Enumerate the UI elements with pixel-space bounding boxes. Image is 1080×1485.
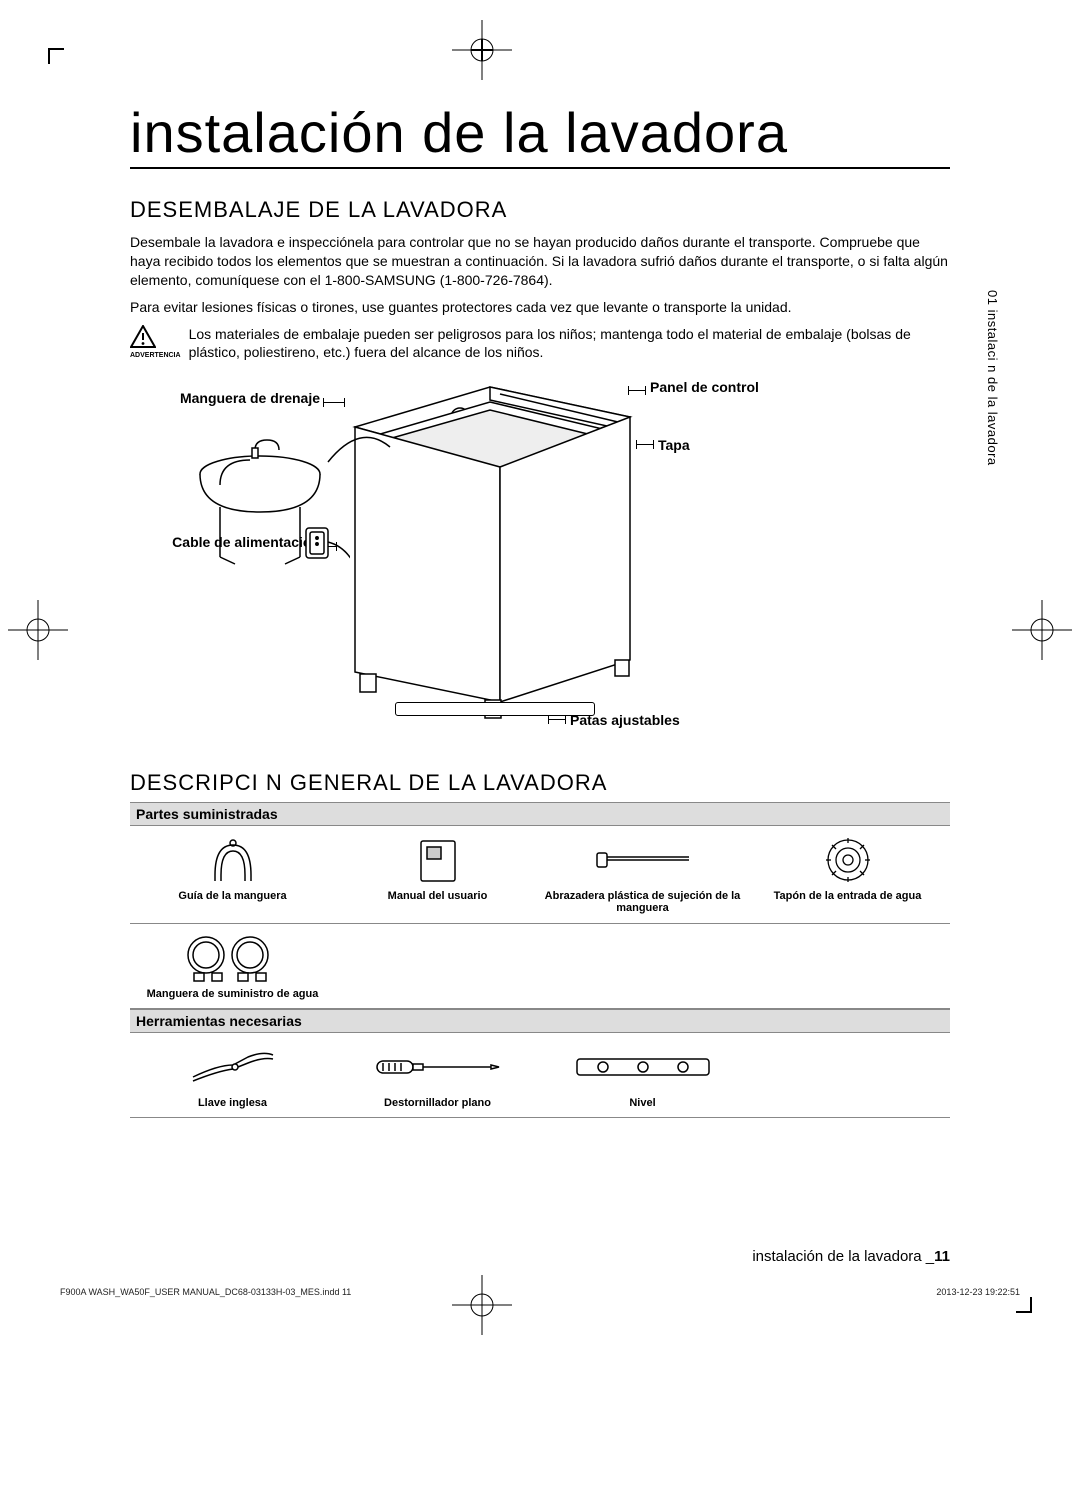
- part-user-manual: Manual del usuario: [335, 826, 540, 922]
- paragraph: Para evitar lesiones físicas o tirones, …: [130, 298, 950, 317]
- registration-mark-right: [1012, 600, 1072, 660]
- supplied-parts-row-1: Guía de la manguera Manual del usuario A…: [130, 826, 950, 923]
- part-label: Guía de la manguera: [134, 890, 331, 902]
- level-icon: [544, 1039, 741, 1095]
- hose-guide-icon: [134, 832, 331, 888]
- band-supplied-parts: Partes suministradas: [130, 802, 950, 826]
- crop-mark-icon: [48, 48, 64, 64]
- label-control-panel: Panel de control: [650, 379, 759, 395]
- footer-text: instalación de la lavadora _: [752, 1248, 934, 1265]
- part-inlet-cap: Tapón de la entrada de agua: [745, 826, 950, 922]
- tool-screwdriver: Destornillador plano: [335, 1033, 540, 1117]
- tool-label: Llave inglesa: [134, 1097, 331, 1109]
- tool-label: Nivel: [544, 1097, 741, 1109]
- supply-hose-icon: [134, 930, 331, 986]
- warning-label: ADVERTENCIA: [130, 352, 181, 359]
- plug-illustration: [300, 522, 340, 562]
- tool-label: Destornillador plano: [339, 1097, 536, 1109]
- screwdriver-icon: [339, 1039, 536, 1095]
- part-label: Abrazadera plástica de sujeción de la ma…: [544, 890, 741, 914]
- label-lid: Tapa: [658, 437, 690, 453]
- warning-icon: ADVERTENCIA: [130, 325, 181, 359]
- print-footer-right: 2013-12-23 19:22:51: [936, 1287, 1020, 1297]
- part-supply-hose: Manguera de suministro de agua: [130, 924, 335, 1008]
- page-content: instalación de la lavadora DESEMBALAJE D…: [130, 100, 950, 1118]
- pliers-icon: [134, 1039, 331, 1095]
- washer-diagram: Manguera de drenaje Cable de alimentació…: [130, 372, 950, 752]
- part-hose-guide: Guía de la manguera: [130, 826, 335, 922]
- part-label: Manguera de suministro de agua: [134, 988, 331, 1000]
- band-tools: Herramientas necesarias: [130, 1009, 950, 1033]
- footer-page-number: 11: [934, 1248, 950, 1265]
- section-heading-unpack: DESEMBALAJE DE LA LAVADORA: [130, 197, 950, 223]
- page-footer: instalación de la lavadora _11: [752, 1248, 950, 1265]
- part-tie-clamp: Abrazadera plástica de sujeción de la ma…: [540, 826, 745, 922]
- tool-level: Nivel: [540, 1033, 745, 1117]
- paragraph: Desembale la lavadora e inspecciónela pa…: [130, 233, 950, 290]
- registration-mark-top: [452, 20, 512, 80]
- side-tab: 01 instalaci n de la lavadora: [985, 290, 1000, 466]
- print-footer-left: F900A WASH_WA50F_USER MANUAL_DC68-03133H…: [60, 1287, 351, 1297]
- inlet-cap-icon: [749, 832, 946, 888]
- page-title: instalación de la lavadora: [130, 100, 950, 169]
- tools-row: Llave inglesa Destornillador plano: [130, 1033, 950, 1118]
- foot-bar-illustration: [395, 702, 595, 716]
- label-drain-hose: Manguera de drenaje: [150, 390, 320, 406]
- warning-block: ADVERTENCIA Los materiales de embalaje p…: [130, 325, 950, 363]
- tool-pliers: Llave inglesa: [130, 1033, 335, 1117]
- warning-text: Los materiales de embalaje pueden ser pe…: [189, 325, 950, 363]
- part-label: Tapón de la entrada de agua: [749, 890, 946, 902]
- manual-icon: [339, 832, 536, 888]
- registration-mark-bottom: [452, 1275, 512, 1335]
- part-label: Manual del usuario: [339, 890, 536, 902]
- supplied-parts-row-2: Manguera de suministro de agua: [130, 924, 950, 1009]
- crop-mark-icon: [1016, 1297, 1032, 1313]
- tie-clamp-icon: [544, 832, 741, 888]
- washer-illustration: [340, 382, 640, 712]
- section-heading-overview: DESCRIPCI N GENERAL DE LA LAVADORA: [130, 770, 950, 796]
- registration-mark-left: [8, 600, 68, 660]
